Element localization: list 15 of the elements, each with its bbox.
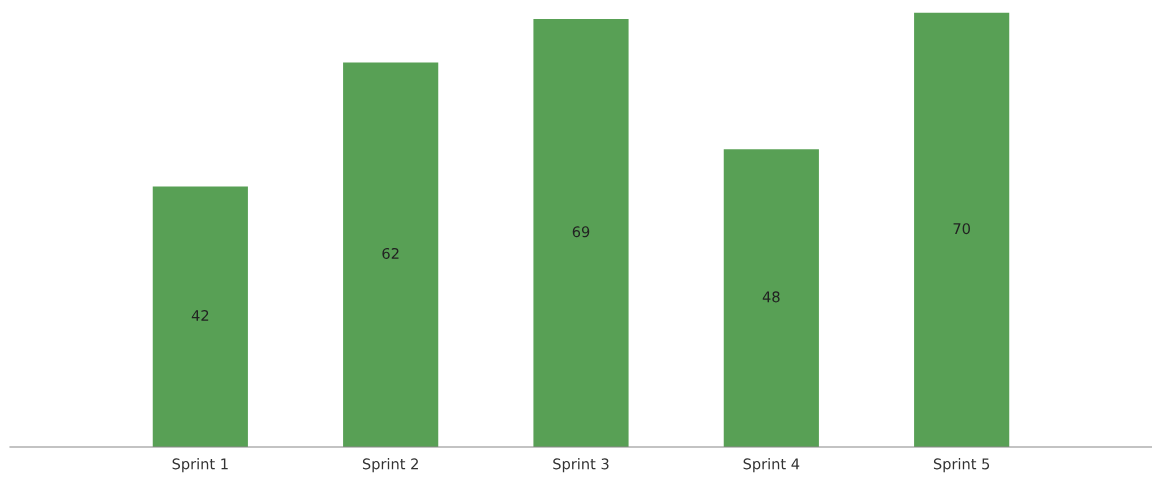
data-label: 42 (191, 309, 209, 321)
bar (914, 12, 1010, 447)
bar (152, 186, 248, 447)
bar (723, 149, 819, 447)
x-tick-label: Sprint 5 (933, 458, 990, 473)
data-label: 69 (572, 226, 590, 238)
x-tick-label: Sprint 4 (743, 458, 800, 473)
x-tick-label: Sprint 1 (172, 458, 228, 473)
bar (343, 62, 439, 447)
x-tick-label: Sprint 2 (362, 458, 418, 473)
data-label: 62 (382, 247, 399, 259)
data-label: 48 (762, 291, 780, 303)
data-label: 70 (953, 223, 970, 235)
x-tick-label: Sprint 3 (553, 458, 609, 473)
bar (533, 19, 629, 447)
